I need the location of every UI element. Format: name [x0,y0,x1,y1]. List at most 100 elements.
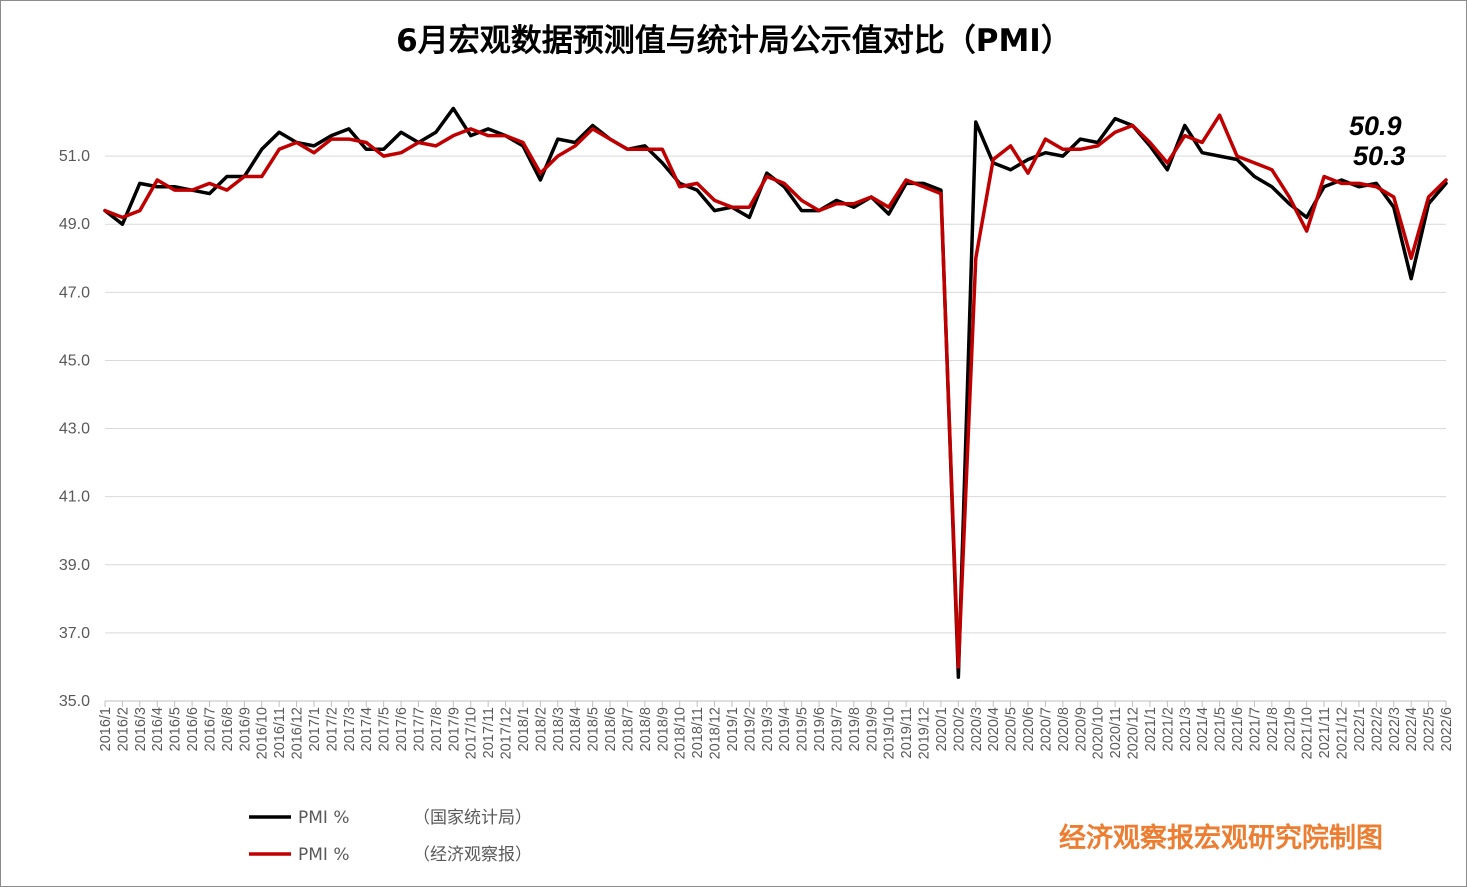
x-tick-label: 2016/2 [115,707,131,751]
x-tick-label: 2022/3 [1387,707,1403,751]
x-tick-label: 2016/7 [202,707,218,751]
x-tick-label: 2017/7 [411,707,427,751]
x-tick-label: 2017/3 [342,707,358,751]
x-tick-label: 2021/3 [1178,707,1194,751]
y-axis: 35.0 37.0 39.0 41.0 43.0 45.0 47.0 49.0 51.0 [59,148,90,710]
legend-source-eeo: （经济观察报） [413,845,532,865]
x-tick-label: 2017/11 [481,707,497,758]
x-tick-label: 2021/9 [1282,707,1298,751]
x-tick-label: 2020/1 [934,707,950,751]
x-tick-label: 2016/12 [290,707,306,759]
x-tick-label: 2016/3 [133,707,149,751]
y-tick-label: 49.0 [59,216,90,233]
x-tick-label: 2017/12 [499,707,515,759]
x-tick-label: 2018/9 [655,707,671,751]
x-tick-label: 2021/1 [1143,707,1159,751]
x-tick-label: 2017/5 [377,707,393,751]
y-tick-label: 45.0 [59,352,90,369]
x-tick-label: 2021/6 [1230,707,1246,751]
x-tick-label: 2017/6 [394,707,410,751]
legend-label-nbs: PMI % [298,808,350,828]
x-tick-label: 2018/4 [568,707,584,751]
x-tick-label: 2020/3 [969,707,985,751]
y-tick-label: 43.0 [59,421,90,438]
x-tick-label: 2019/1 [725,707,741,751]
x-tick-label: 2021/5 [1213,707,1229,751]
x-tick-label: 2020/9 [1073,707,1089,751]
annotation-eeo-latest: 50.3 [1353,141,1406,171]
x-tick-label: 2020/10 [1091,707,1107,759]
series-line-eeo [103,113,1448,669]
x-tick-label: 2017/10 [464,707,480,759]
x-tick-label: 2019/6 [812,707,828,751]
x-tick-label: 2018/7 [620,707,636,751]
x-tick-label: 2020/4 [986,707,1002,751]
x-tick-label: 2017/9 [446,707,462,751]
series-lines [103,106,1448,679]
x-tick-label: 2020/2 [951,707,967,751]
x-tick-label: 2022/1 [1352,707,1368,751]
x-tick-label: 2018/1 [516,707,532,751]
x-tick-label: 2021/7 [1247,707,1263,751]
x-axis: 2016/1 2016/2 2016/3 2016/4 2016/5 2016/6 2016… [98,700,1455,759]
x-tick-label: 2016/1 [98,707,114,751]
x-tick-label: 2022/4 [1404,707,1420,751]
x-tick-label: 2016/11 [272,707,288,758]
x-tick-label: 2016/4 [150,707,166,751]
y-tick-label: 39.0 [59,557,90,574]
x-tick-label: 2018/2 [533,707,549,751]
x-tick-label: 2020/8 [1056,707,1072,751]
x-tick-label: 2018/8 [638,707,654,751]
x-tick-label: 2019/12 [917,707,933,759]
x-tick-label: 2016/9 [237,707,253,751]
x-tick-label: 2022/6 [1439,707,1455,751]
x-tick-label: 2018/10 [673,707,689,759]
y-tick-label: 41.0 [59,489,90,506]
x-tick-label: 2019/5 [795,707,811,751]
y-tick-label: 47.0 [59,284,90,301]
x-tick-label: 2019/4 [777,707,793,751]
gridlines [105,155,1446,634]
x-tick-label: 2022/2 [1369,707,1385,751]
x-tick-label: 2016/10 [255,707,271,759]
x-tick-label: 2021/11 [1317,707,1333,758]
x-tick-label: 2017/4 [359,707,375,751]
x-tick-label: 2016/8 [220,707,236,751]
x-tick-label: 2018/5 [586,707,602,751]
x-tick-label: 2021/8 [1265,707,1281,751]
y-tick-label: 51.0 [59,148,90,165]
x-tick-label: 2020/6 [1021,707,1037,751]
chart-title: 6月宏观数据预测值与统计局公示值对比（PMI） [396,23,1072,59]
x-tick-label: 2020/12 [1126,707,1142,759]
x-tick-label: 2019/10 [882,707,898,759]
annotation-nbs-latest: 50.9 [1349,111,1402,141]
x-tick-label: 2018/3 [551,707,567,751]
legend: PMI % （国家统计局） PMI % （经济观察报） [249,808,532,865]
x-tick-label: 2021/10 [1300,707,1316,759]
y-tick-label: 37.0 [59,625,90,642]
x-tick-label: 2018/11 [690,707,706,758]
x-tick-label: 2018/12 [708,707,724,759]
legend-label-eeo: PMI % [298,845,350,865]
x-tick-label: 2016/6 [185,707,201,751]
x-tick-label: 2020/7 [1038,707,1054,751]
x-tick-label: 2021/12 [1335,707,1351,759]
x-tick-label: 2019/8 [847,707,863,751]
x-tick-label: 2021/4 [1195,707,1211,751]
legend-item-eeo: PMI % （经济观察报） [249,845,532,865]
chart-credit: 经济观察报宏观研究院制图 [1059,822,1383,854]
x-tick-label: 2017/1 [307,707,323,751]
x-tick-label: 2019/7 [829,707,845,751]
x-tick-label: 2020/5 [1004,707,1020,751]
x-tick-label: 2019/3 [760,707,776,751]
y-tick-label: 35.0 [59,693,90,710]
legend-item-nbs: PMI % （国家统计局） [249,808,532,828]
x-tick-label: 2022/5 [1422,707,1438,751]
x-tick-label: 2019/11 [899,707,915,758]
x-tick-label: 2016/5 [168,707,184,751]
x-tick-label: 2017/8 [429,707,445,751]
x-tick-label: 2017/2 [324,707,340,751]
legend-source-nbs: （国家统计局） [413,808,532,828]
